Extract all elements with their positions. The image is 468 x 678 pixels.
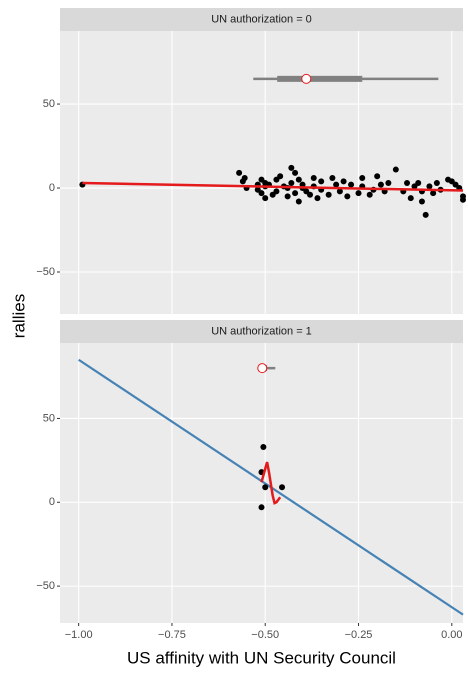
point bbox=[288, 179, 295, 186]
box bbox=[277, 75, 363, 82]
y-tick-label: 50 bbox=[43, 412, 55, 424]
point bbox=[340, 178, 347, 185]
strip-label: UN authorization = 0 bbox=[211, 13, 312, 25]
point bbox=[277, 173, 284, 180]
loess-fit bbox=[260, 461, 282, 505]
strip bbox=[60, 320, 463, 343]
point bbox=[377, 181, 384, 188]
point bbox=[310, 174, 317, 181]
y-tick-label: 0 bbox=[49, 496, 55, 508]
point bbox=[288, 164, 295, 171]
point bbox=[333, 181, 340, 188]
x-axis-title: US affinity with UN Security Council bbox=[127, 648, 396, 667]
strip-label: UN authorization = 1 bbox=[211, 325, 312, 337]
x-tick-label: −1.00 bbox=[65, 629, 93, 641]
y-tick-label: 50 bbox=[43, 98, 55, 110]
point bbox=[348, 181, 355, 188]
point bbox=[292, 169, 299, 176]
point bbox=[336, 188, 343, 195]
y-tick-label: −50 bbox=[36, 266, 55, 278]
point bbox=[392, 166, 399, 173]
point bbox=[433, 179, 440, 186]
point bbox=[273, 188, 280, 195]
point bbox=[258, 504, 265, 511]
x-tick-label: 0.00 bbox=[441, 629, 462, 641]
y-axis-title: rallies bbox=[9, 294, 28, 338]
point bbox=[422, 211, 429, 218]
point bbox=[430, 190, 437, 197]
point bbox=[407, 195, 414, 202]
point bbox=[241, 174, 248, 181]
point bbox=[329, 174, 336, 181]
point bbox=[314, 195, 321, 202]
point bbox=[385, 179, 392, 186]
x-tick-label: −0.25 bbox=[345, 629, 373, 641]
point bbox=[295, 198, 302, 205]
point bbox=[260, 443, 267, 450]
point bbox=[418, 198, 425, 205]
point bbox=[374, 173, 381, 180]
point bbox=[355, 190, 362, 197]
x-tick-label: −0.75 bbox=[158, 629, 186, 641]
point bbox=[366, 191, 373, 198]
point bbox=[325, 191, 332, 198]
point bbox=[426, 183, 433, 190]
strip bbox=[60, 8, 463, 31]
point bbox=[279, 484, 286, 491]
point bbox=[258, 190, 265, 197]
y-tick-label: 0 bbox=[49, 182, 55, 194]
point bbox=[292, 190, 299, 197]
x-tick-label: −0.50 bbox=[251, 629, 279, 641]
point bbox=[236, 169, 243, 176]
point bbox=[262, 484, 269, 491]
point bbox=[415, 179, 422, 186]
point bbox=[262, 195, 269, 202]
point bbox=[460, 196, 466, 203]
point bbox=[318, 178, 325, 185]
point bbox=[359, 174, 366, 181]
mean-point bbox=[301, 73, 312, 84]
mean-point bbox=[257, 363, 268, 374]
panel bbox=[60, 343, 463, 623]
point bbox=[404, 179, 411, 186]
point bbox=[307, 191, 314, 198]
y-tick-label: −50 bbox=[36, 580, 55, 592]
point bbox=[284, 193, 291, 200]
point bbox=[295, 176, 302, 183]
loess-fit bbox=[82, 181, 464, 192]
point bbox=[344, 193, 351, 200]
